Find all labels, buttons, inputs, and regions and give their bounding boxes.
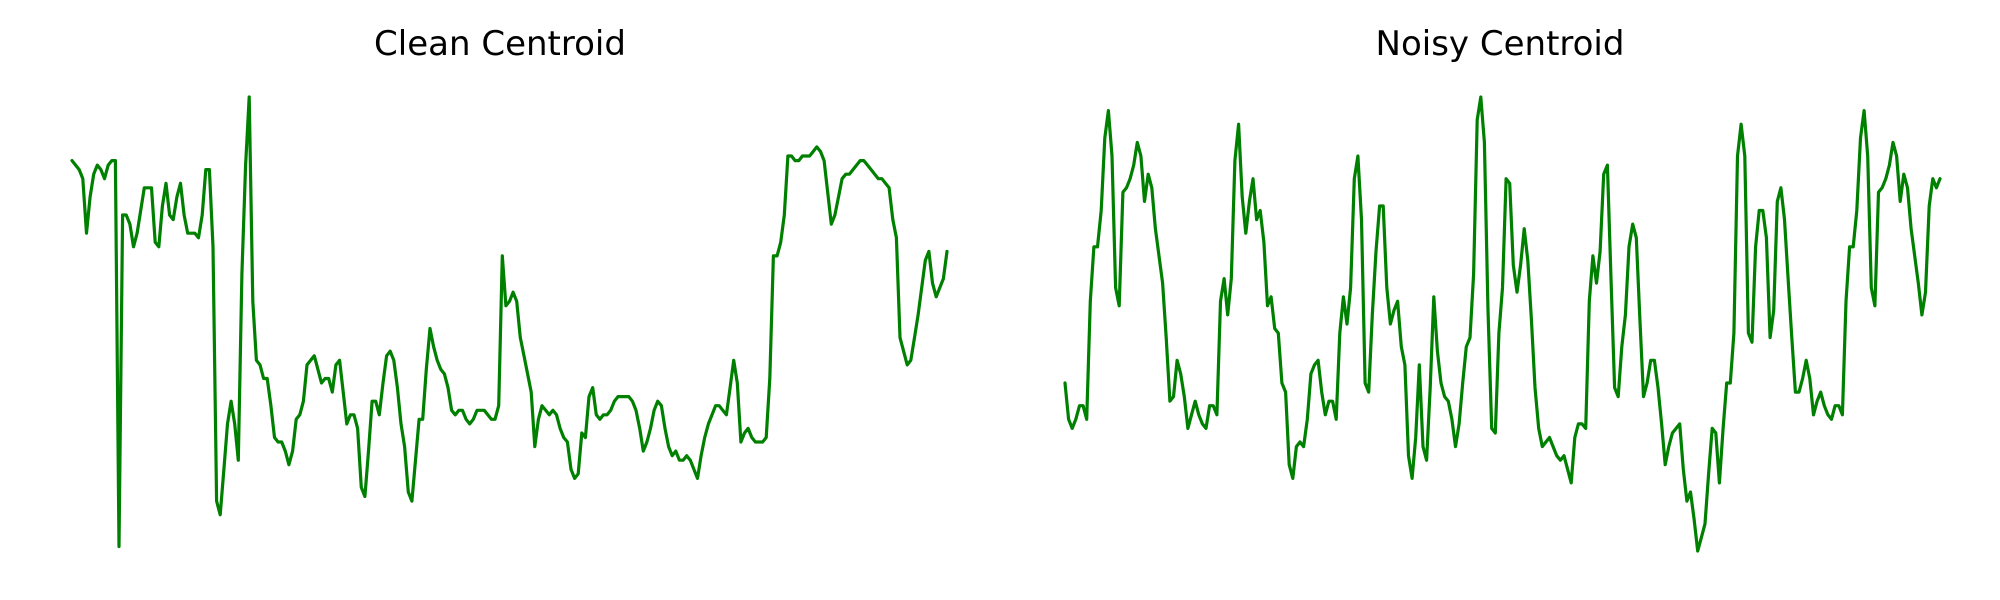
series-line-clean bbox=[70, 95, 949, 549]
chart-title-clean: Clean Centroid bbox=[374, 24, 626, 64]
chart-panel-noisy: Noisy Centroid bbox=[1000, 0, 2000, 600]
plot-clean bbox=[70, 95, 949, 549]
series-line-noisy bbox=[1063, 95, 1942, 553]
plot-noisy bbox=[1063, 95, 1942, 553]
chart-title-noisy: Noisy Centroid bbox=[1375, 24, 1625, 64]
chart-panel-clean: Clean Centroid bbox=[70, 24, 949, 549]
